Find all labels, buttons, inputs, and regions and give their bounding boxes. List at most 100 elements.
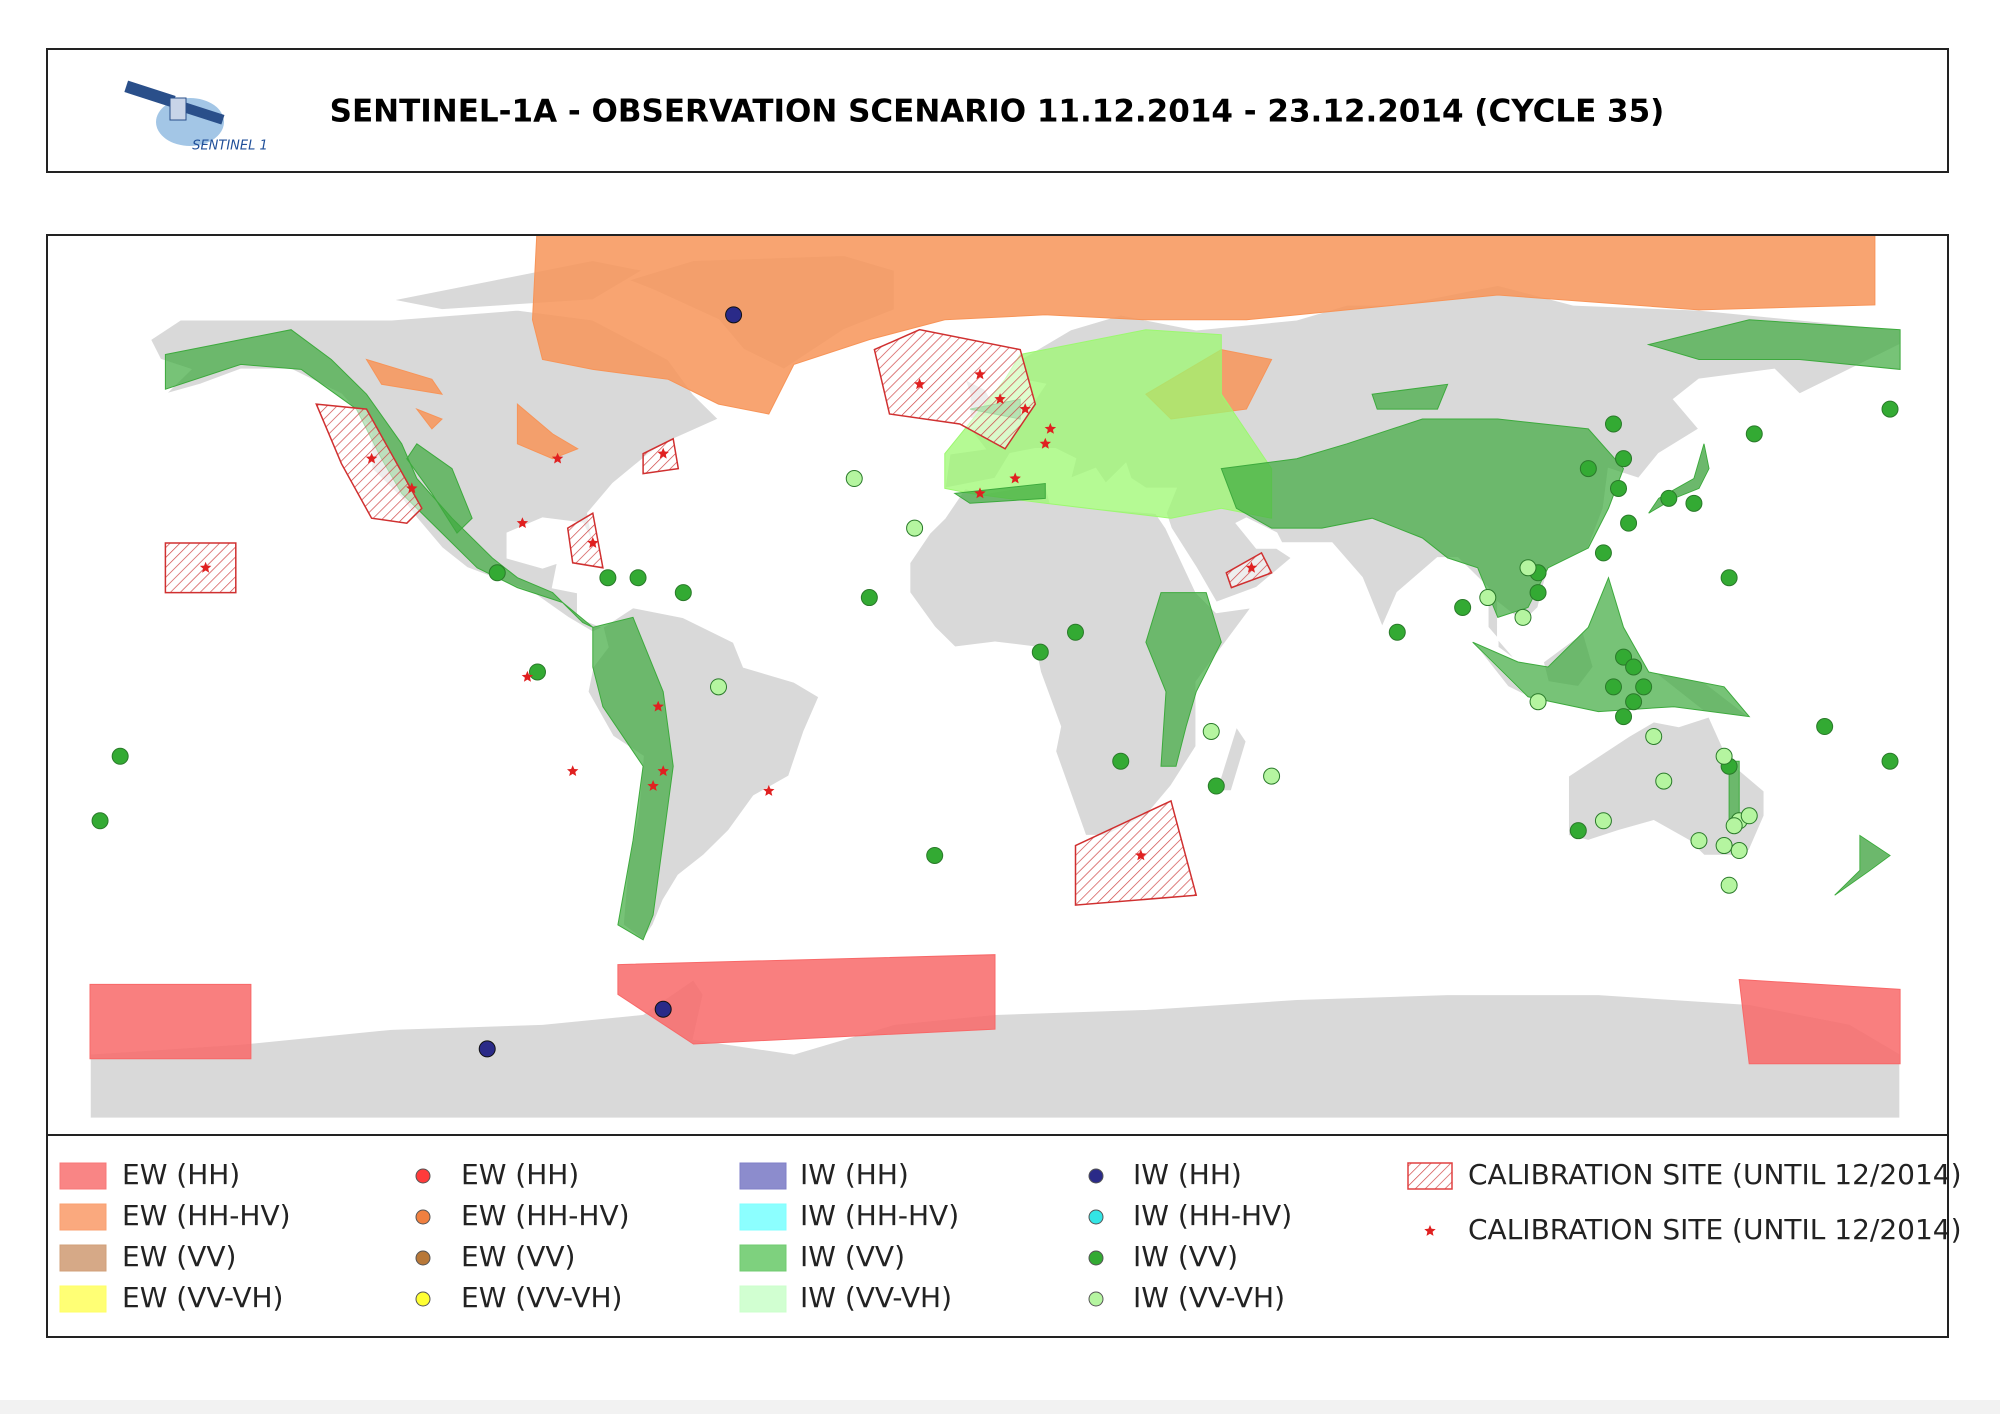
legend-label: CALIBRATION SITE (UNTIL 12/2014) [1468, 1158, 1962, 1191]
legend-swatch [59, 1244, 107, 1272]
bottom-strip [0, 1400, 2000, 1414]
legend-dot [415, 1250, 431, 1266]
logo-panel [124, 80, 176, 108]
calibration-star [199, 561, 212, 573]
iw-vv-vh-site [906, 519, 924, 537]
calibration-star [1019, 403, 1031, 414]
legend-item: EW (HH-HV) [59, 1199, 291, 1232]
legend-item: IW (HH) [739, 1158, 909, 1191]
calibration-area [164, 542, 237, 594]
logo-panel [179, 101, 225, 125]
legend-dot [1088, 1168, 1104, 1184]
iw-vv-site [1529, 584, 1547, 602]
calibration-area [873, 328, 1037, 450]
legend-label: IW (VV-VH) [800, 1281, 952, 1314]
legend-swatch [739, 1244, 787, 1272]
legend-swatch [1407, 1162, 1453, 1190]
legend-label: EW (VV-VH) [461, 1281, 622, 1314]
calibration-star [516, 517, 529, 528]
iw-hh-site [725, 306, 743, 324]
iw-vv-area [1472, 576, 1751, 718]
calibration-star [1245, 561, 1258, 573]
ew-hh-hv-area [531, 236, 1876, 415]
legend-label: EW (HH-HV) [122, 1199, 291, 1232]
iw-vv-vh-site [845, 470, 863, 488]
legend-dot [415, 1168, 431, 1184]
calibration-star [365, 452, 378, 464]
calibration-star [587, 537, 599, 548]
legend-item: EW (VV) [59, 1240, 236, 1273]
legend-label: EW (VV) [461, 1240, 575, 1273]
calibration-star [763, 785, 775, 796]
calibration-area [315, 403, 423, 524]
legend-label: IW (VV) [800, 1240, 905, 1273]
logo: SENTINEL 1 [124, 80, 268, 154]
iw-vv-site [860, 589, 878, 607]
iw-vv-site [1454, 598, 1472, 616]
iw-vv-site [674, 584, 692, 602]
legend-label: CALIBRATION SITE (UNTIL 12/2014) [1468, 1213, 1962, 1246]
ew-hh-area [89, 983, 252, 1060]
legend-label: EW (VV-VH) [122, 1281, 283, 1314]
iw-hh-site [654, 1000, 672, 1018]
iw-vv-site [1625, 693, 1643, 711]
ew-hh-hv-area [415, 407, 443, 430]
ew-hh-hv-area [516, 403, 579, 460]
legend-label: EW (VV) [122, 1240, 236, 1273]
iw-vv-site [926, 846, 944, 864]
calibration-star [521, 670, 534, 682]
logo-body [169, 97, 187, 121]
iw-vv-site [1031, 643, 1049, 661]
iw-vv-vh-site [1715, 837, 1733, 855]
legend-swatch [59, 1162, 107, 1190]
calibration-star [551, 452, 564, 464]
iw-vv-site [1881, 752, 1899, 770]
iw-vv-area [1371, 383, 1449, 410]
logo-text: SENTINEL 1 [192, 139, 268, 154]
iw-vv-site [488, 564, 506, 582]
legend-star [1424, 1225, 1436, 1236]
iw-vv-site [1604, 415, 1622, 433]
legend-item: EW (VV-VH) [59, 1281, 283, 1314]
iw-vv-site [1635, 678, 1653, 696]
iw-vv-area [164, 329, 594, 628]
iw-vv-vh-site [1715, 747, 1733, 765]
calibration-star [657, 765, 669, 776]
iw-vv-site [1881, 400, 1899, 418]
legend-item: IW (VV) [1088, 1240, 1238, 1273]
ew-hh-hv-area [365, 358, 444, 395]
legend-swatch [739, 1162, 787, 1190]
calibration-star [647, 780, 659, 791]
calibration-star [1044, 422, 1057, 434]
calibration-star [1135, 849, 1147, 861]
legend-item: EW (HH) [415, 1158, 579, 1191]
iw-hh-site [478, 1040, 496, 1058]
iw-vv-vh-site [1720, 876, 1738, 894]
calibration-area [566, 512, 604, 569]
land [1215, 724, 1248, 792]
iw-vv-site [1625, 658, 1643, 676]
iw-vv-vh-site [1594, 812, 1612, 830]
calibration-star [652, 700, 664, 712]
iw-vv-site [1816, 718, 1834, 736]
iw-vv-site [629, 569, 647, 587]
iw-vv-vh-site [1730, 842, 1748, 860]
iw-vv-site [1615, 450, 1633, 468]
calibration-star [406, 482, 418, 494]
legend-label: IW (HH-HV) [800, 1199, 959, 1232]
legend-item: EW (VV-VH) [415, 1281, 622, 1314]
iw-vv-site [599, 569, 617, 587]
iw-vv-site [1569, 822, 1587, 840]
legend-dot [415, 1291, 431, 1307]
iw-vv-vh-site [1725, 817, 1743, 835]
calibration-star [1039, 437, 1051, 449]
iw-vv-site [1594, 544, 1612, 562]
calibration-star [657, 447, 669, 459]
iw-vv-site [528, 663, 546, 681]
legend-item: EW (HH-HV) [415, 1199, 630, 1232]
legend-dot [415, 1209, 431, 1225]
calibration-star [913, 378, 926, 390]
legend-dot [1088, 1250, 1104, 1266]
iw-vv-vh-site [1655, 772, 1673, 790]
